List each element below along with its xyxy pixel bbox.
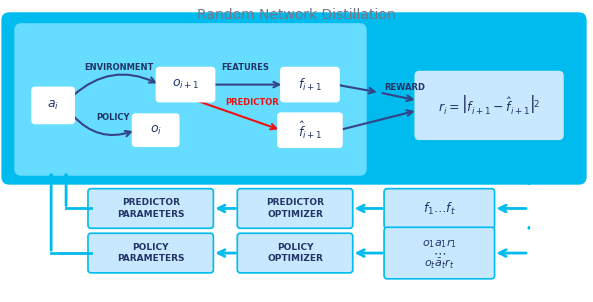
FancyBboxPatch shape <box>415 71 564 140</box>
Text: PREDICTOR: PREDICTOR <box>266 198 324 207</box>
Text: $a_i$: $a_i$ <box>47 99 59 112</box>
Text: POLICY: POLICY <box>277 243 313 252</box>
Text: POLICY: POLICY <box>96 113 129 122</box>
FancyBboxPatch shape <box>14 23 366 176</box>
Text: $o_i$: $o_i$ <box>149 124 162 137</box>
Text: $o_t \bar{a}_t r_t$: $o_t \bar{a}_t r_t$ <box>424 257 454 271</box>
Text: $f_1 \ldots f_t$: $f_1 \ldots f_t$ <box>423 201 456 217</box>
FancyBboxPatch shape <box>156 67 215 102</box>
Text: Random Network Distillation: Random Network Distillation <box>197 8 396 22</box>
Text: $o_1 a_1 r_1$: $o_1 a_1 r_1$ <box>422 237 457 249</box>
Text: PARAMETERS: PARAMETERS <box>117 210 184 219</box>
Text: PREDICTOR: PREDICTOR <box>122 198 180 207</box>
Text: $r_i=\left|f_{i+1}-\hat{f}_{i+1}\right|^{\!2}$: $r_i=\left|f_{i+1}-\hat{f}_{i+1}\right|^… <box>438 95 540 117</box>
Text: POLICY: POLICY <box>132 243 169 252</box>
FancyBboxPatch shape <box>384 227 495 279</box>
FancyBboxPatch shape <box>31 87 75 124</box>
FancyBboxPatch shape <box>237 233 353 273</box>
FancyBboxPatch shape <box>1 12 586 185</box>
FancyBboxPatch shape <box>384 189 495 228</box>
FancyBboxPatch shape <box>88 189 213 228</box>
Text: $\hat{f}_{i+1}$: $\hat{f}_{i+1}$ <box>298 120 322 141</box>
Text: $f_{i+1}$: $f_{i+1}$ <box>298 77 322 93</box>
FancyBboxPatch shape <box>280 67 340 102</box>
Text: $\cdots$: $\cdots$ <box>433 246 446 259</box>
FancyBboxPatch shape <box>88 233 213 273</box>
FancyBboxPatch shape <box>132 113 180 147</box>
Text: FEATURES: FEATURES <box>221 63 269 72</box>
FancyBboxPatch shape <box>277 112 343 148</box>
Text: OPTIMIZER: OPTIMIZER <box>267 210 323 219</box>
Text: REWARD: REWARD <box>385 83 426 92</box>
Text: $o_{i+1}$: $o_{i+1}$ <box>172 78 199 91</box>
FancyBboxPatch shape <box>237 189 353 228</box>
Text: PREDICTOR: PREDICTOR <box>225 98 279 108</box>
Text: OPTIMIZER: OPTIMIZER <box>267 255 323 264</box>
Text: PARAMETERS: PARAMETERS <box>117 255 184 264</box>
Text: ENVIRONMENT: ENVIRONMENT <box>84 63 154 72</box>
